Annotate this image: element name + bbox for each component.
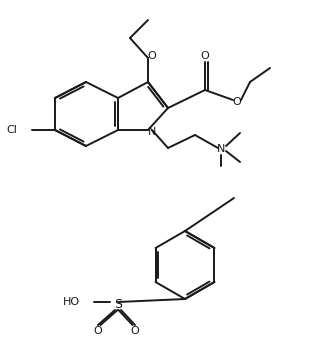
Text: N: N (148, 127, 156, 137)
Text: O: O (233, 97, 241, 107)
Text: O: O (94, 326, 102, 336)
Text: HO: HO (63, 297, 80, 307)
Text: Cl: Cl (6, 125, 17, 135)
Text: N: N (217, 144, 225, 154)
Text: O: O (131, 326, 139, 336)
Text: O: O (148, 51, 156, 61)
Text: O: O (201, 51, 209, 61)
Text: S: S (114, 298, 122, 311)
